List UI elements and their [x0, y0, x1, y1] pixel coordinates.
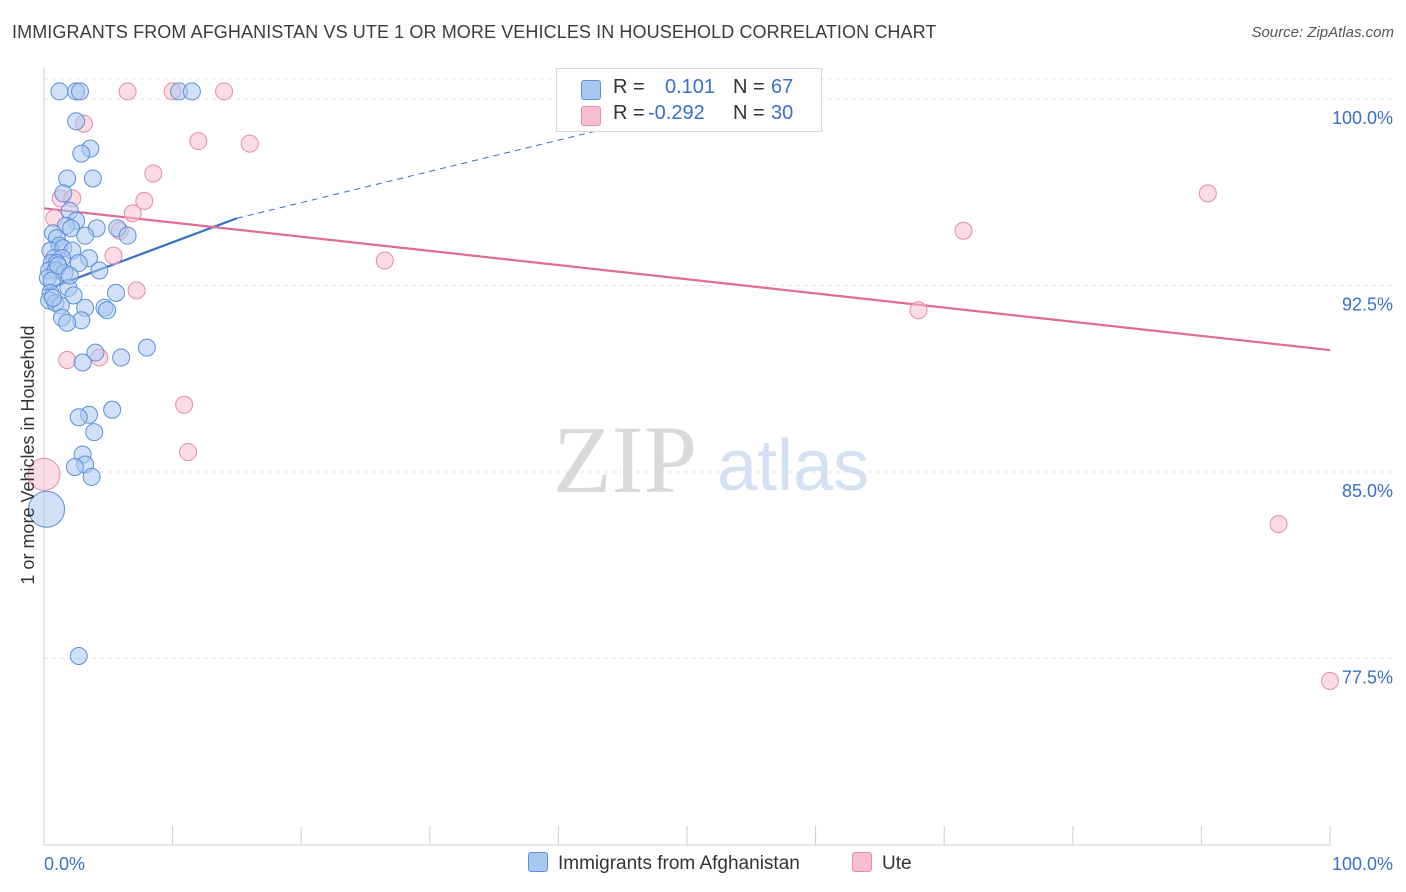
bottom-legend-ute: Ute — [852, 852, 912, 875]
afghanistan-point — [44, 288, 63, 307]
legend-swatch-blue — [581, 80, 601, 100]
bottom-legend-swatch-pink — [852, 852, 872, 872]
afghanistan-point — [73, 353, 92, 372]
ute-point — [1269, 515, 1288, 534]
ute-point — [1321, 671, 1339, 690]
ute-trend-line — [43, 207, 1331, 352]
ute-point — [189, 132, 208, 151]
afghanistan-point — [60, 266, 79, 285]
y-axis-label: 1 or more Vehicles in Household — [18, 325, 38, 584]
afghanistan-point — [71, 82, 90, 101]
ute-point — [144, 164, 163, 183]
legend-n-label: N = — [733, 76, 765, 98]
ute-point — [27, 457, 61, 491]
ute-point — [135, 191, 154, 210]
afghanistan-point — [83, 169, 102, 188]
afghanistan-point — [86, 343, 105, 362]
afghanistan-point — [67, 112, 86, 131]
afghanistan-point — [85, 423, 104, 442]
legend-r-value: -0.292 — [648, 102, 705, 124]
afghanistan-point — [103, 400, 122, 419]
grid-lines — [44, 78, 1394, 659]
afghanistan-point — [58, 313, 77, 332]
afghanistan-point — [182, 82, 201, 101]
ute-point — [1198, 184, 1217, 203]
watermark-atlas: atlas — [717, 426, 869, 506]
ute-point — [118, 82, 137, 101]
afghanistan-point — [69, 408, 88, 427]
watermark: ZIP atlas — [553, 406, 869, 513]
axes — [43, 68, 1331, 846]
watermark-zip: ZIP — [553, 406, 697, 513]
afghanistan-point — [49, 256, 68, 275]
afghanistan-points — [28, 82, 201, 665]
afghanistan-point — [28, 490, 66, 528]
legend-swatch-pink — [581, 106, 601, 126]
legend-n-label: N = — [733, 102, 765, 124]
y-tick-label: 77.5% — [1342, 667, 1393, 687]
x-tick-label: 100.0% — [1332, 854, 1393, 874]
bottom-legend-label: Immigrants from Afghanistan — [558, 853, 800, 874]
ute-point — [175, 395, 194, 414]
chart-title: IMMIGRANTS FROM AFGHANISTAN VS UTE 1 OR … — [12, 22, 937, 42]
ute-point — [954, 221, 973, 240]
bottom-legend-label: Ute — [882, 853, 912, 874]
source-label: Source: ZipAtlas.com — [1251, 24, 1394, 41]
afghanistan-point — [54, 184, 73, 203]
ute-point — [375, 251, 394, 270]
afghanistan-point — [82, 467, 101, 486]
afghanistan-point — [90, 261, 109, 280]
afghanistan-point — [72, 144, 91, 163]
ute-point — [123, 204, 142, 223]
legend-r-label: R = — [613, 102, 645, 124]
afghanistan-point — [58, 169, 77, 188]
ute-point — [909, 301, 928, 320]
afghanistan-point — [64, 286, 83, 305]
legend-r-label: R = — [613, 76, 645, 98]
legend-n-value: 30 — [771, 102, 794, 124]
bottom-legend-afghanistan: Immigrants from Afghanistan — [528, 852, 800, 875]
legend-n-value: 67 — [771, 76, 794, 98]
bottom-legend-swatch-blue — [528, 852, 548, 872]
afghanistan-point — [50, 82, 69, 101]
tick-labels: 77.5% 85.0% 92.5% 100.0% 0.0% 100.0% — [44, 108, 1393, 874]
stats-legend: R = 0.101 N = 67 R = -0.292 N = 30 — [556, 68, 822, 132]
afghanistan-point — [137, 338, 156, 357]
afghanistan-point — [69, 254, 88, 273]
afghanistan-point — [112, 348, 131, 367]
afghanistan-point — [98, 301, 117, 320]
y-tick-label: 100.0% — [1332, 108, 1393, 128]
ute-point — [104, 246, 123, 265]
afghanistan-point — [65, 457, 84, 476]
afghanistan-point — [118, 226, 137, 245]
ute-points — [27, 82, 1339, 690]
x-tick-label: 0.0% — [44, 854, 85, 874]
y-tick-label: 85.0% — [1342, 481, 1393, 501]
ute-point — [179, 443, 198, 462]
afghanistan-point — [69, 646, 88, 665]
ute-point — [58, 351, 77, 370]
y-tick-label: 92.5% — [1342, 294, 1393, 314]
ute-point — [215, 82, 234, 101]
afghanistan-point — [62, 219, 81, 238]
afghanistan-point — [76, 226, 95, 245]
ute-point — [127, 281, 146, 300]
legend-r-value: 0.101 — [665, 76, 716, 98]
ute-point — [240, 134, 259, 153]
afghanistan-point — [107, 283, 126, 302]
